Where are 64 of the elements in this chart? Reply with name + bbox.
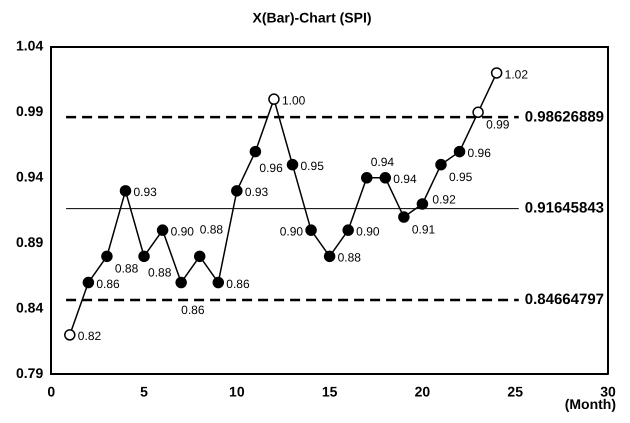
data-label: 0.86 bbox=[96, 276, 120, 291]
data-label: 0.90 bbox=[356, 224, 380, 238]
data-label: 0.88 bbox=[148, 266, 172, 280]
data-label: 0.95 bbox=[448, 170, 473, 184]
point bbox=[82, 276, 94, 288]
y-tick-label: 0.89 bbox=[16, 234, 44, 250]
x-tick-label: 5 bbox=[140, 383, 148, 400]
x-tick-label: 25 bbox=[507, 383, 524, 400]
point bbox=[324, 250, 336, 262]
data-label: 0.93 bbox=[133, 185, 158, 200]
point bbox=[342, 224, 354, 236]
point bbox=[175, 276, 187, 288]
data-label: 0.88 bbox=[114, 262, 139, 276]
point bbox=[416, 198, 428, 210]
y-tick-label: 0.99 bbox=[16, 103, 44, 120]
point bbox=[120, 185, 132, 197]
data-label: 0.86 bbox=[181, 302, 205, 317]
data-label: 0.96 bbox=[259, 160, 284, 175]
data-label: 0.90 bbox=[170, 224, 194, 238]
point bbox=[435, 158, 447, 170]
data-label: 0.95 bbox=[300, 158, 324, 173]
point bbox=[156, 224, 168, 236]
point bbox=[231, 185, 243, 197]
point bbox=[490, 67, 502, 79]
data-label: 0.94 bbox=[370, 155, 394, 170]
y-tick-label: 0.84 bbox=[16, 300, 44, 316]
data-label: 0.91 bbox=[412, 222, 436, 236]
ref-line-label: 0.84664797 bbox=[524, 291, 604, 308]
point bbox=[64, 329, 76, 341]
point bbox=[101, 250, 113, 262]
point bbox=[305, 224, 317, 236]
data-label: 0.88 bbox=[200, 222, 224, 237]
data-label: 0.90 bbox=[280, 224, 304, 238]
data-label: 0.93 bbox=[244, 185, 269, 200]
data-label: 0.88 bbox=[338, 250, 362, 265]
data-label: 1.00 bbox=[282, 93, 306, 108]
x-tick-label: 20 bbox=[414, 383, 430, 400]
data-label: 0.86 bbox=[226, 276, 250, 291]
y-tick-label: 0.94 bbox=[16, 168, 44, 185]
point bbox=[250, 146, 262, 158]
point bbox=[454, 146, 466, 158]
point bbox=[472, 106, 484, 118]
data-label: 0.99 bbox=[486, 118, 510, 132]
point bbox=[138, 250, 150, 262]
point bbox=[286, 158, 298, 170]
point bbox=[360, 172, 372, 184]
data-label: 0.94 bbox=[393, 172, 417, 186]
point bbox=[380, 172, 392, 184]
ref-line-label: 0.91645843 bbox=[524, 200, 604, 217]
y-tick-label: 0.79 bbox=[16, 365, 44, 382]
point bbox=[268, 93, 280, 105]
x-tick-label: 10 bbox=[229, 383, 245, 400]
point bbox=[194, 250, 206, 262]
y-tick-label: 1.04 bbox=[16, 38, 44, 54]
x-tick-label: 15 bbox=[322, 383, 338, 400]
point bbox=[398, 211, 410, 223]
data-label: 0.92 bbox=[432, 192, 456, 206]
point bbox=[212, 276, 224, 288]
data-label: 0.82 bbox=[78, 329, 102, 344]
data-label: 1.02 bbox=[504, 67, 528, 82]
x-tick-label: 0 bbox=[47, 383, 56, 400]
ref-line-label: 0.98626889 bbox=[524, 108, 604, 126]
chart-title: X(Bar)-Chart (SPI) bbox=[252, 9, 372, 26]
data-label: 0.96 bbox=[468, 146, 492, 160]
